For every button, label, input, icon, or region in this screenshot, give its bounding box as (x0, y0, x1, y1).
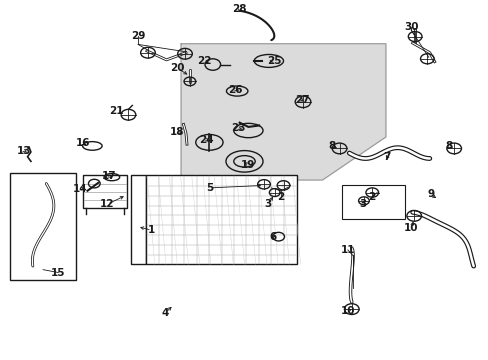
Text: 18: 18 (170, 127, 184, 136)
Text: 10: 10 (340, 306, 354, 316)
Text: 29: 29 (131, 31, 145, 41)
Text: 20: 20 (170, 63, 184, 73)
Text: 15: 15 (51, 267, 65, 278)
Text: 2: 2 (277, 192, 284, 202)
Bar (131, 175, 146, 264)
Text: 28: 28 (232, 4, 246, 14)
Polygon shape (181, 44, 385, 180)
Text: 16: 16 (75, 139, 90, 148)
Text: 8: 8 (328, 141, 335, 151)
Text: 5: 5 (205, 183, 213, 193)
Bar (82, 175, 127, 208)
Text: 7: 7 (383, 152, 390, 162)
Text: 25: 25 (267, 56, 282, 66)
Text: 17: 17 (102, 171, 116, 181)
Text: 11: 11 (340, 245, 354, 255)
Text: 3: 3 (358, 199, 366, 210)
Text: 13: 13 (17, 145, 31, 156)
Text: 21: 21 (109, 106, 124, 116)
Text: 10: 10 (403, 224, 418, 233)
Text: 12: 12 (100, 199, 114, 210)
Text: 4: 4 (162, 308, 169, 318)
Bar (146, 175, 297, 264)
Text: 3: 3 (264, 199, 271, 210)
Text: 14: 14 (72, 184, 87, 194)
Text: 9: 9 (427, 189, 433, 199)
Text: 27: 27 (294, 95, 309, 105)
Text: 6: 6 (268, 232, 276, 242)
Text: 22: 22 (197, 56, 211, 66)
Text: 24: 24 (199, 135, 213, 145)
Text: 19: 19 (241, 160, 255, 170)
Text: 2: 2 (367, 192, 374, 202)
Text: 30: 30 (403, 22, 418, 32)
Text: 26: 26 (228, 85, 243, 95)
Bar (10, 173, 76, 280)
Bar (341, 185, 405, 220)
Text: 1: 1 (148, 225, 155, 235)
Text: 8: 8 (445, 141, 452, 151)
Text: 23: 23 (231, 123, 245, 133)
